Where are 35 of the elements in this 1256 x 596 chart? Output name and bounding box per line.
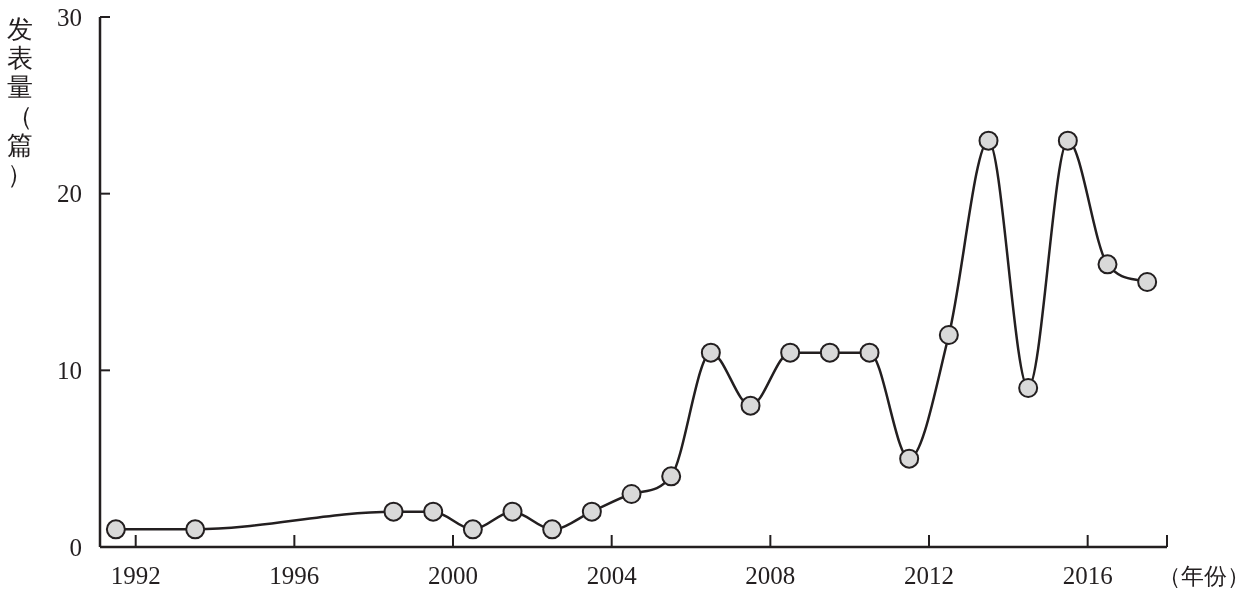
y-tick-label: 0 <box>69 533 82 561</box>
x-tick-label: 1992 <box>110 562 161 589</box>
point <box>661 466 682 487</box>
point <box>1137 272 1158 292</box>
point <box>621 484 642 504</box>
x-tick-label: 2012 <box>904 562 955 589</box>
y-tick-label: 30 <box>57 3 82 31</box>
x-tick-label: 2000 <box>428 562 479 589</box>
point <box>938 325 959 345</box>
x-axis-title: （年份） <box>1158 564 1250 589</box>
point <box>899 448 920 469</box>
x-tick-label: 2004 <box>586 562 638 589</box>
point <box>105 519 126 540</box>
y-tick-label: 10 <box>57 356 82 384</box>
point <box>383 501 404 522</box>
point <box>462 519 483 540</box>
point <box>1097 254 1118 275</box>
x-tick-label: 1996 <box>269 562 320 589</box>
point <box>978 130 999 151</box>
x-tick-label: 2008 <box>745 562 796 589</box>
y-axis-title: 发表量（篇） <box>7 15 33 189</box>
point <box>859 342 880 363</box>
point <box>185 519 206 540</box>
y-tick-label: 20 <box>57 180 82 208</box>
point <box>423 501 444 522</box>
point <box>740 395 761 416</box>
point <box>780 342 801 363</box>
point <box>502 501 523 522</box>
point <box>1057 130 1078 151</box>
point <box>819 342 840 363</box>
x-tick-label: 2016 <box>1062 562 1113 589</box>
point <box>542 519 563 540</box>
point <box>1018 378 1039 398</box>
point <box>700 342 721 363</box>
point <box>581 501 602 522</box>
